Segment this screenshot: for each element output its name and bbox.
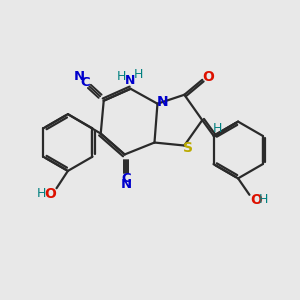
Text: C: C [121, 172, 131, 184]
Text: O: O [44, 187, 56, 201]
Text: O: O [250, 193, 262, 207]
Text: N: N [74, 70, 85, 83]
Text: H: H [134, 68, 143, 81]
Text: S: S [183, 141, 193, 154]
Text: O: O [202, 70, 214, 84]
Text: H: H [117, 70, 126, 83]
Text: H: H [259, 194, 268, 206]
Text: N: N [157, 95, 168, 109]
Text: N: N [121, 178, 132, 191]
Text: H: H [36, 187, 46, 200]
Text: H: H [213, 122, 223, 135]
Text: N: N [125, 74, 135, 87]
Text: C: C [81, 76, 90, 89]
